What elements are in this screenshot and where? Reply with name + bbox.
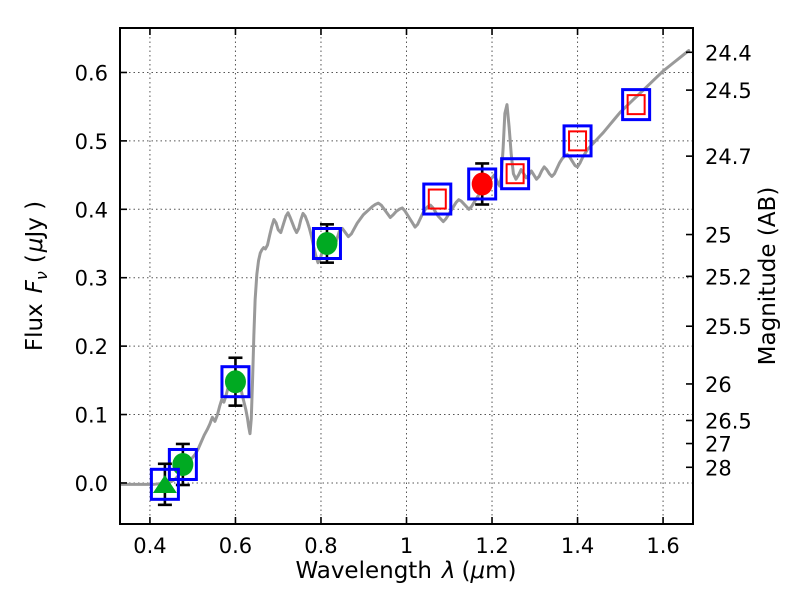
y-tick-label-right: 26.5 [705,409,752,433]
x-axis-title: Wavelength λ (μm) [295,558,516,584]
x-tick-label: 1.4 [561,534,594,558]
data-point-model-photometry[interactable] [621,88,652,122]
blue-square-marker [500,157,531,191]
blue-square-marker [220,365,251,399]
blue-square-marker [467,167,498,201]
data-point-model-photometry[interactable] [562,124,593,158]
x-tick-label: 1 [400,534,413,558]
tick-labels-layer: 0.4 0.6 0.8 1 1.2 1.4 1.6 0.0 0.1 0.2 0.3 0.4 0.5 0.6… [75,41,752,558]
x-tick-label: 0.6 [219,534,252,558]
y-tick-label-left: 0.6 [75,61,108,85]
y-tick-label-right: 27 [705,433,732,457]
x-tick-label: 0.8 [304,534,337,558]
open-square-marker [505,163,525,185]
circle-marker [172,452,194,476]
spectrum-layer [120,49,691,486]
x-tick-label: 1.6 [646,534,679,558]
y-tick-label-left: 0.3 [75,267,108,291]
blue-square-marker [562,124,593,158]
axes-frame [119,27,694,525]
data-points-layer [149,88,652,507]
y-tick-label-right: 25 [705,224,732,248]
blue-square-marker [149,467,180,501]
data-point-model-photometry[interactable] [500,157,531,191]
data-point-optical-photometry[interactable] [220,356,251,407]
x-tick-label: 0.4 [133,534,166,558]
data-point-optical-photometry[interactable] [167,442,198,487]
circle-marker [471,172,493,196]
data-point-optical-photometry[interactable] [311,223,342,264]
grid-layer [120,28,693,524]
spectrum-curve [120,49,691,486]
open-square-marker [568,130,588,152]
blue-square-marker [422,182,453,216]
y-tick-label-right: 25.2 [705,265,752,289]
y-tick-label-right: 28 [705,456,732,480]
data-point-model-photometry[interactable] [422,182,453,216]
x-tick-label: 1.2 [475,534,508,558]
data-point-near-infrared-photometry[interactable] [467,162,498,206]
y-tick-label-left: 0.2 [75,335,108,359]
y-tick-label-right: 24.5 [705,79,752,103]
data-point-upper-limit[interactable] [149,462,180,507]
y-tick-label-right: 26 [705,373,732,397]
y-tick-label-left: 0.1 [75,404,108,428]
y-axis-title-left: FluxFν(μJy ) [22,201,51,351]
y-tick-label-right: 24.4 [705,41,752,65]
y-tick-label-left: 0.4 [75,198,108,222]
axes-frame-layer [119,27,694,525]
y-tick-label-right: 24.7 [705,145,752,169]
blue-square-marker [311,227,342,261]
y-axis-title-right: Magnitude (AB) [755,187,781,366]
svg-text:FluxFν(μJy ): FluxFν(μJy ) [22,201,51,351]
y-tick-label-left: 0.5 [75,130,108,154]
circle-marker [316,232,338,256]
y-tick-label-right: 25.5 [705,315,752,339]
open-square-marker [427,188,447,210]
circle-marker [224,370,246,394]
triangle-marker [152,474,177,493]
blue-square-marker [621,88,652,122]
y-tick-label-left: 0.0 [75,472,108,496]
svg-text:Magnitude (AB): Magnitude (AB) [755,187,781,366]
open-square-marker [626,94,646,116]
